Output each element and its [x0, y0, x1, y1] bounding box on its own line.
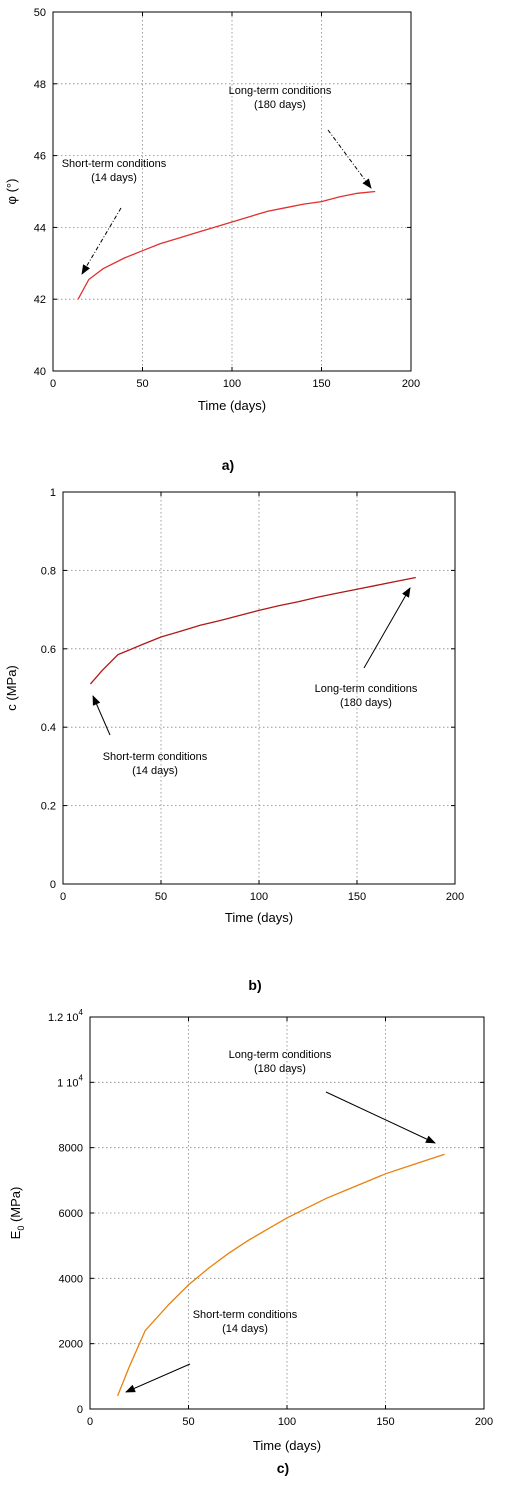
- annotation-arrow: [363, 587, 411, 669]
- x-tick-label: 0: [60, 891, 66, 903]
- x-axis-label: Time (days): [225, 910, 293, 925]
- annotation-text: (180 days): [254, 1063, 306, 1075]
- x-axis-label: Time (days): [253, 1438, 321, 1453]
- annotation-text: (14 days): [222, 1323, 268, 1335]
- x-tick-label: 50: [182, 1416, 194, 1428]
- annotation-text: Long-term conditions: [229, 1049, 332, 1061]
- y-tick-label: 44: [34, 222, 46, 234]
- x-tick-label: 200: [446, 891, 464, 903]
- plot-frame: [52, 11, 412, 372]
- x-tick-label: 50: [155, 891, 167, 903]
- series-line: [116, 1153, 445, 1397]
- x-tick-label: 100: [250, 891, 268, 903]
- annotation-text: Short-term conditions: [62, 158, 167, 170]
- annotation-text: (180 days): [340, 697, 392, 709]
- y-tick-label: 1.2 104: [48, 1008, 84, 1024]
- series-line: [77, 190, 376, 300]
- y-tick-label: 1 104: [57, 1073, 83, 1089]
- annotation-text: (180 days): [254, 99, 306, 111]
- y-tick-label: 48: [34, 79, 46, 91]
- y-tick-label: 0.2: [41, 801, 56, 813]
- annotation-arrow: [125, 1363, 191, 1393]
- x-tick-label: 100: [278, 1416, 296, 1428]
- y-tick-label: 50: [34, 7, 46, 19]
- x-tick-label: 200: [475, 1416, 493, 1428]
- x-tick-label: 150: [312, 378, 330, 390]
- chart-panel-a: 0 50 100 150 200 40 42 44 46 48 50 Time (days) φ (°)…: [4, 7, 420, 473]
- x-tick-label: 150: [348, 891, 366, 903]
- y-tick-label: 40: [34, 366, 46, 378]
- series-line: [89, 576, 416, 685]
- plot-frame: [89, 1016, 485, 1410]
- y-tick-label: 8000: [59, 1143, 83, 1155]
- y-tick-label: 0.6: [41, 644, 56, 656]
- annotation-text: (14 days): [132, 765, 178, 777]
- x-tick-label: 50: [136, 378, 148, 390]
- y-axis-label: E0 (MPa): [8, 1187, 26, 1240]
- y-tick-label: 6000: [59, 1208, 83, 1220]
- annotation-text: Long-term conditions: [315, 683, 418, 695]
- annotation-text: Long-term conditions: [229, 85, 332, 97]
- x-tick-label: 0: [50, 378, 56, 390]
- annotation-text: Short-term conditions: [103, 751, 208, 763]
- y-axis-label: c (MPa): [4, 665, 19, 711]
- annotation-arrow: [81, 207, 122, 275]
- y-tick-label: 42: [34, 294, 46, 306]
- y-tick-label: 0.8: [41, 565, 56, 577]
- y-tick-label: 4000: [59, 1273, 83, 1285]
- annotation-arrow: [327, 129, 372, 189]
- x-tick-label: 150: [376, 1416, 394, 1428]
- y-tick-label: 0: [50, 879, 56, 891]
- plot-frame: [62, 491, 456, 885]
- x-tick-label: 100: [223, 378, 241, 390]
- annotation-arrow: [92, 695, 111, 736]
- annotation-arrow: [325, 1091, 436, 1144]
- chart-panel-b: 0 50 100 150 200 0 0.2 0.4 0.6 0.8 1 Time (days) c (…: [4, 487, 464, 993]
- y-tick-label: 1: [50, 487, 56, 499]
- panel-label: b): [248, 977, 261, 993]
- annotation-text: (14 days): [91, 172, 137, 184]
- y-axis-label: φ (°): [4, 179, 19, 205]
- y-tick-label: 0: [77, 1404, 83, 1416]
- x-tick-label: 200: [402, 378, 420, 390]
- x-axis-label: Time (days): [198, 398, 266, 413]
- panel-label: c): [277, 1460, 289, 1476]
- y-tick-label: 46: [34, 151, 46, 163]
- panel-label: a): [222, 457, 234, 473]
- x-tick-label: 0: [87, 1416, 93, 1428]
- y-tick-label: 2000: [59, 1339, 83, 1351]
- y-tick-label: 0.4: [41, 722, 56, 734]
- annotation-text: Short-term conditions: [193, 1309, 298, 1321]
